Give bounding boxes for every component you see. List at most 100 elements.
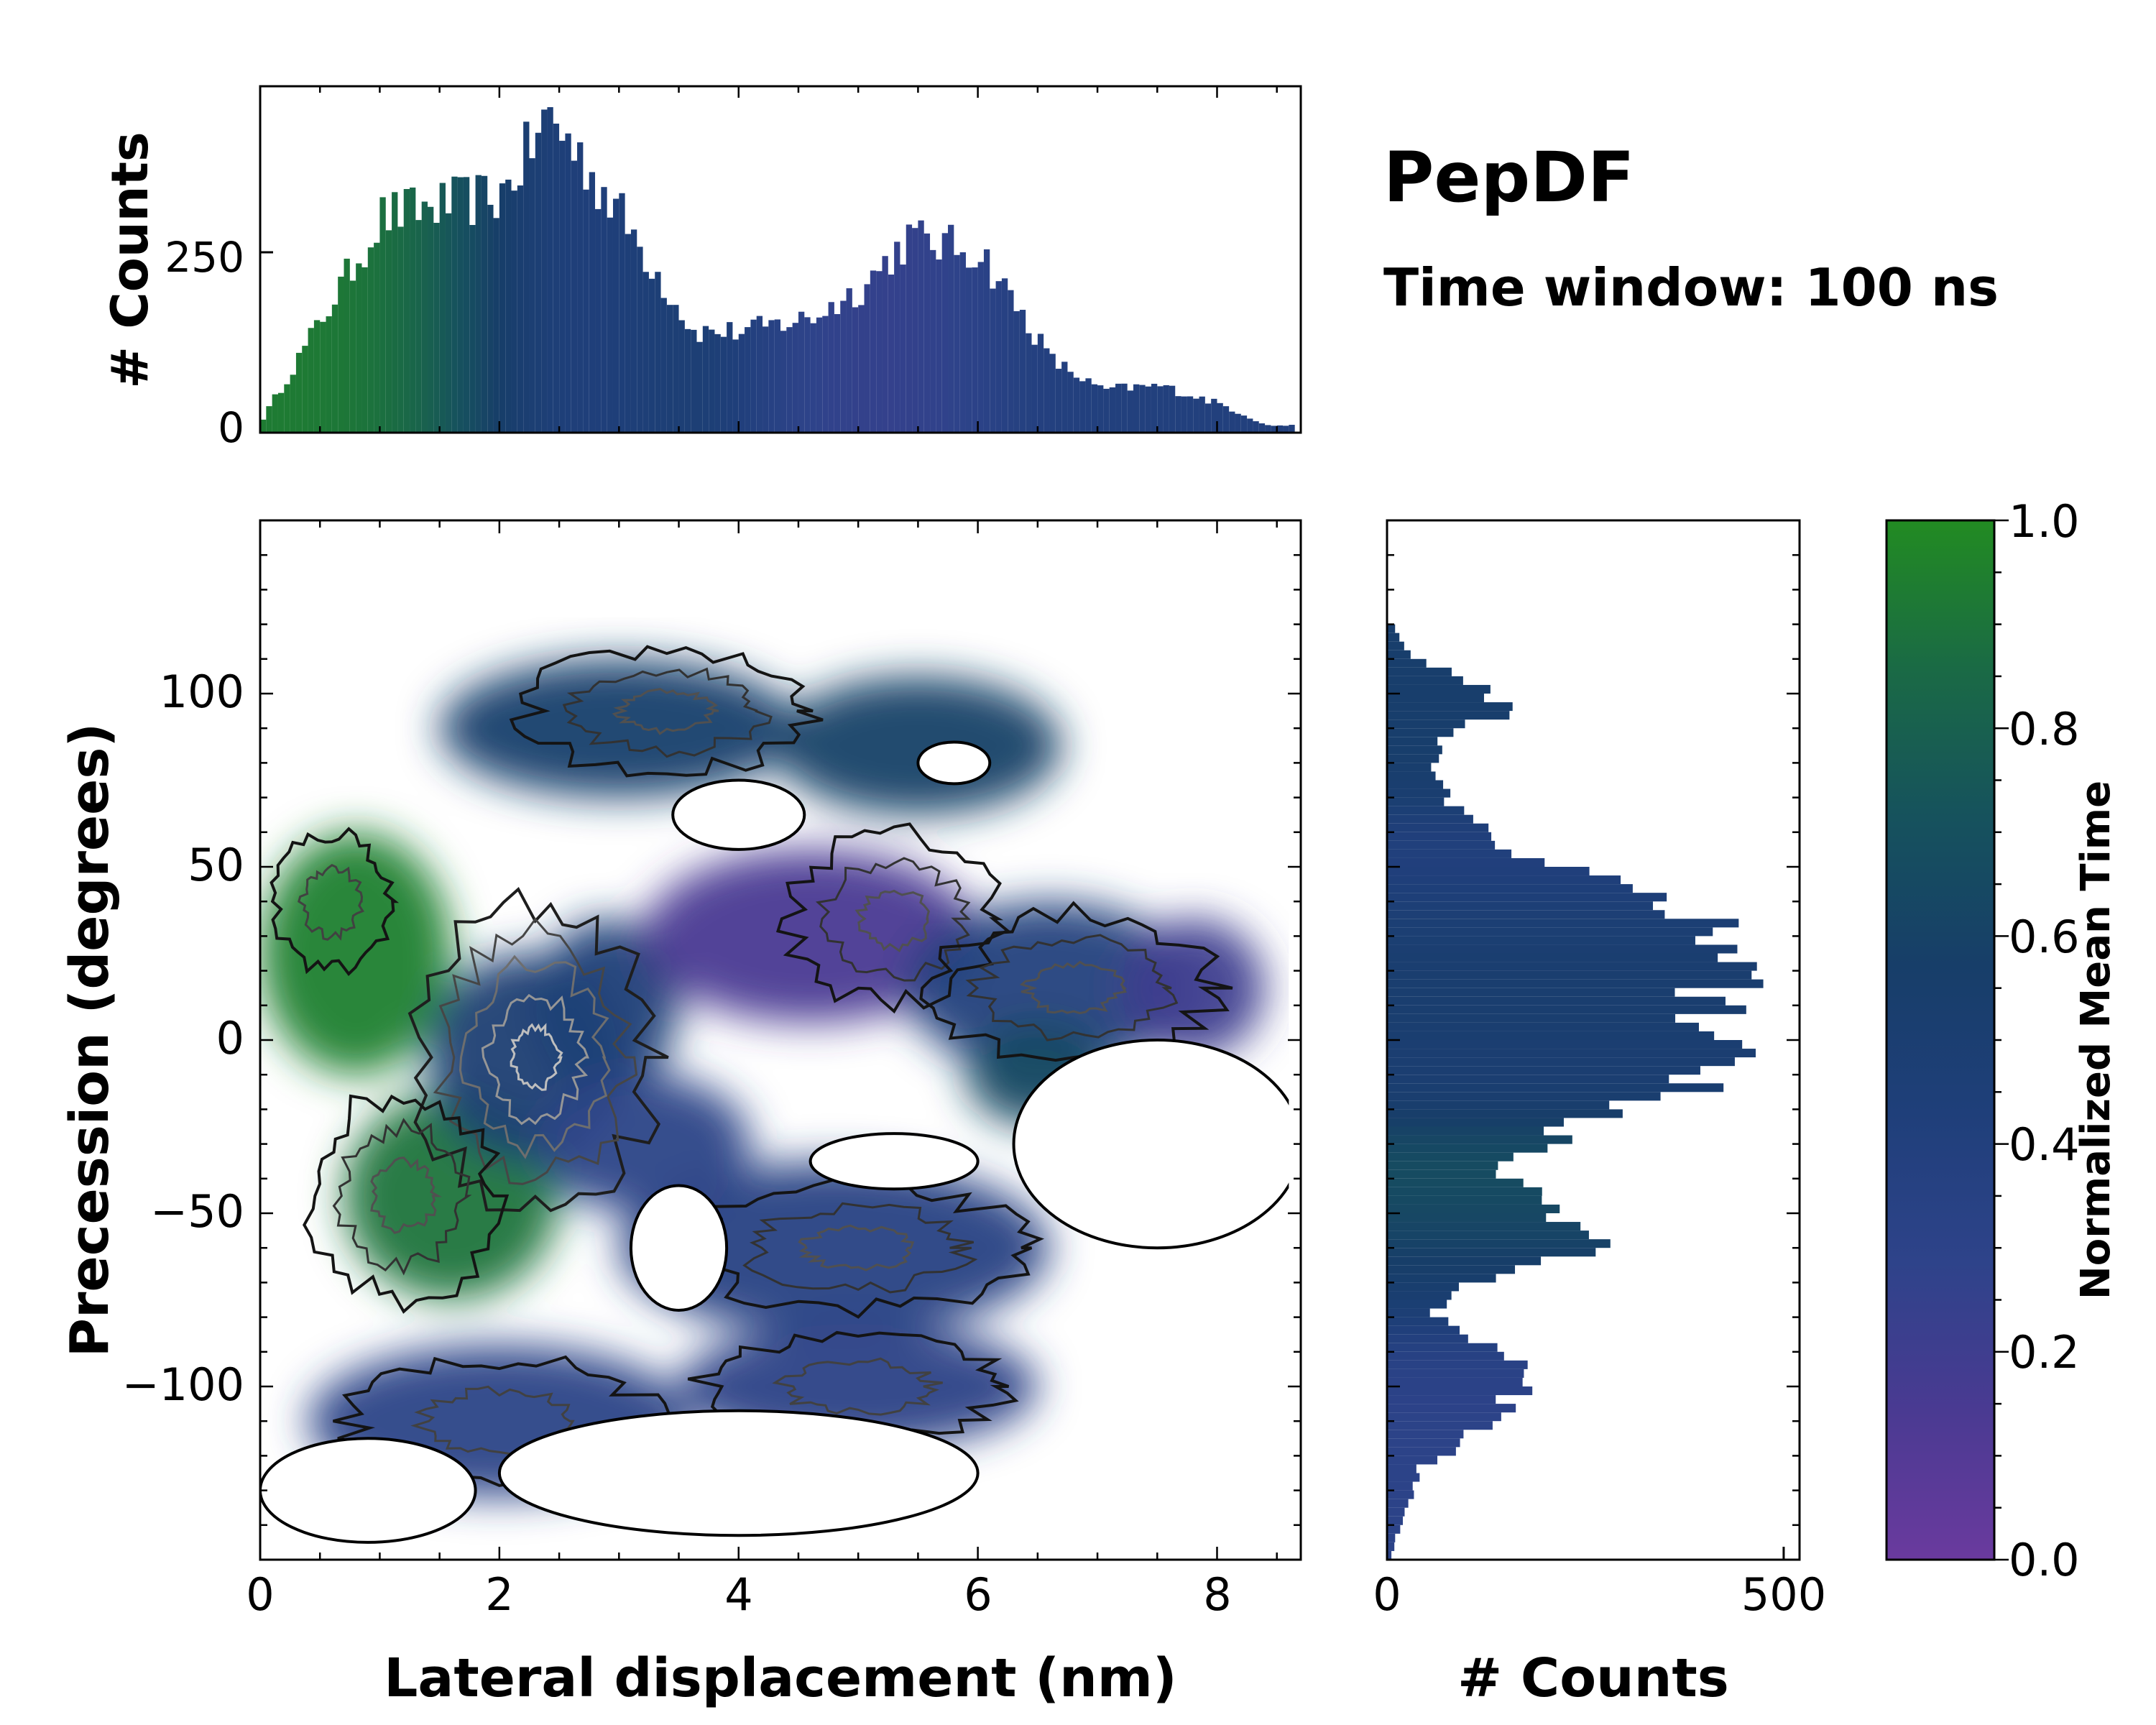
top-histogram-bar (1181, 396, 1187, 433)
top-histogram-bar (272, 394, 278, 433)
top-histogram-bar (529, 158, 535, 433)
top-histogram-bar (1091, 384, 1098, 433)
top-histogram-bar (517, 185, 524, 433)
right-histogram-bar (1387, 1092, 1661, 1101)
right-histogram-bar (1387, 1230, 1589, 1240)
top-histogram-bar (786, 327, 793, 433)
contour-line (509, 645, 824, 778)
xtick-label-6: 6 (964, 1568, 992, 1621)
top-histogram-bar (816, 317, 823, 433)
top-histogram-bar (637, 247, 643, 433)
top-histogram-bar (1103, 388, 1110, 433)
top-histogram-bar (553, 124, 560, 433)
top-histogram-bar (1115, 383, 1122, 433)
colorbar-ticks (1994, 519, 2009, 1561)
right-histogram-bar (1387, 1377, 1523, 1386)
top-histogram-bar (1217, 402, 1223, 433)
top-histogram-bar (965, 267, 972, 433)
right-histogram-bar (1387, 1533, 1396, 1542)
top-histogram-bar (1204, 403, 1212, 433)
xtick-label-4: 4 (724, 1568, 752, 1621)
ytick-label-50: 50 (188, 839, 244, 891)
right-histogram-bar (1387, 624, 1396, 633)
right-histogram-bar (1387, 719, 1465, 729)
top-histogram-bar (792, 323, 798, 433)
top-histogram-bar (810, 323, 816, 433)
top-histogram-bar (995, 281, 1002, 433)
top-histogram-bar (983, 249, 990, 433)
right-histogram-bar (1387, 1524, 1401, 1534)
top-histogram-bar (870, 270, 877, 433)
right-xtick-label-0: 0 (1373, 1568, 1401, 1621)
top-histogram-bar (858, 305, 865, 433)
right-histogram-bar (1387, 1169, 1496, 1179)
top-histogram-bar (906, 224, 913, 433)
contour-line (798, 1224, 915, 1271)
top-histogram-bar (738, 334, 745, 433)
density-region (619, 1161, 1050, 1335)
right-histogram-bar (1387, 1334, 1468, 1343)
top-histogram-bar (727, 322, 733, 433)
top-histogram-bar (487, 204, 494, 433)
top-histogram-bar (1187, 396, 1194, 433)
top-histogram-bar (1235, 413, 1241, 433)
top-histogram-ylabel: # Counts (101, 132, 160, 388)
top-histogram-bar (780, 331, 787, 433)
top-histogram-bar (403, 188, 410, 433)
top-histogram-bar (840, 300, 847, 433)
right-histogram-bar (1387, 780, 1444, 789)
contour-line (612, 688, 719, 735)
top-histogram-bar (415, 220, 422, 433)
top-histogram-bar (547, 107, 553, 433)
right-histogram-bar (1387, 893, 1667, 902)
right-histogram-bar (1387, 962, 1757, 971)
right-histogram-bar (1387, 1135, 1572, 1144)
top-histogram-bar (284, 384, 290, 433)
main-ticks (259, 520, 1301, 1560)
right-histogram-bar (1387, 650, 1411, 659)
main-xlabel: Lateral displacement (nm) (384, 1647, 1176, 1709)
right-histogram-bar (1387, 1057, 1735, 1067)
top-histogram-bar (451, 176, 458, 433)
right-histogram-bar (1387, 676, 1463, 685)
right-histogram-bar (1387, 1075, 1669, 1084)
top-histogram-bar (277, 392, 285, 433)
right-histogram-bar (1387, 702, 1513, 712)
right-histogram-bar (1387, 1195, 1542, 1205)
top-histogram-bar (577, 142, 584, 433)
top-histogram-bar (1139, 385, 1146, 433)
xtick-label-2: 2 (485, 1568, 513, 1621)
top-histogram-bar (660, 298, 667, 433)
top-histogram-bar (428, 206, 434, 433)
top-histogram-bar (864, 284, 870, 433)
joint-density-plot: 0 2 4 6 8 −100 −50 0 50 100 Lateral disp… (59, 519, 1302, 1709)
right-histogram-bar (1387, 1308, 1430, 1317)
top-histogram-bar (774, 319, 780, 433)
top-histogram-bar (750, 319, 757, 433)
right-histogram-bar (1387, 901, 1654, 911)
right-histogram-bar (1387, 1343, 1498, 1352)
contour-line (687, 1330, 1019, 1441)
right-histogram-bar (1387, 1144, 1548, 1153)
top-histogram-bar (720, 336, 727, 433)
contour-line (772, 1357, 943, 1416)
right-histogram-bar (1387, 1368, 1524, 1378)
top-histogram-bar (714, 334, 721, 433)
colorbar-tick-label-0: 0.0 (2009, 1534, 2080, 1586)
top-histogram-bar (260, 419, 267, 433)
top-histogram-bar (379, 197, 386, 433)
right-histogram-ticks (1386, 553, 1800, 1560)
top-histogram-bar (1079, 381, 1086, 433)
colorbar-tick-label-0.4: 0.4 (2009, 1118, 2080, 1171)
top-histogram-bar (1258, 423, 1266, 433)
top-histogram-bar (1199, 396, 1205, 433)
top-histogram-bar (356, 263, 362, 433)
top-histogram-bar (1031, 344, 1038, 433)
top-histogram-bar (912, 228, 918, 433)
top-histogram-bar (481, 175, 488, 433)
right-histogram-bar (1387, 814, 1473, 824)
right-histogram-bar (1387, 728, 1454, 737)
right-histogram-bar (1387, 1447, 1456, 1456)
right-histogram-bar (1387, 806, 1465, 815)
top-histogram-bar (655, 272, 661, 433)
